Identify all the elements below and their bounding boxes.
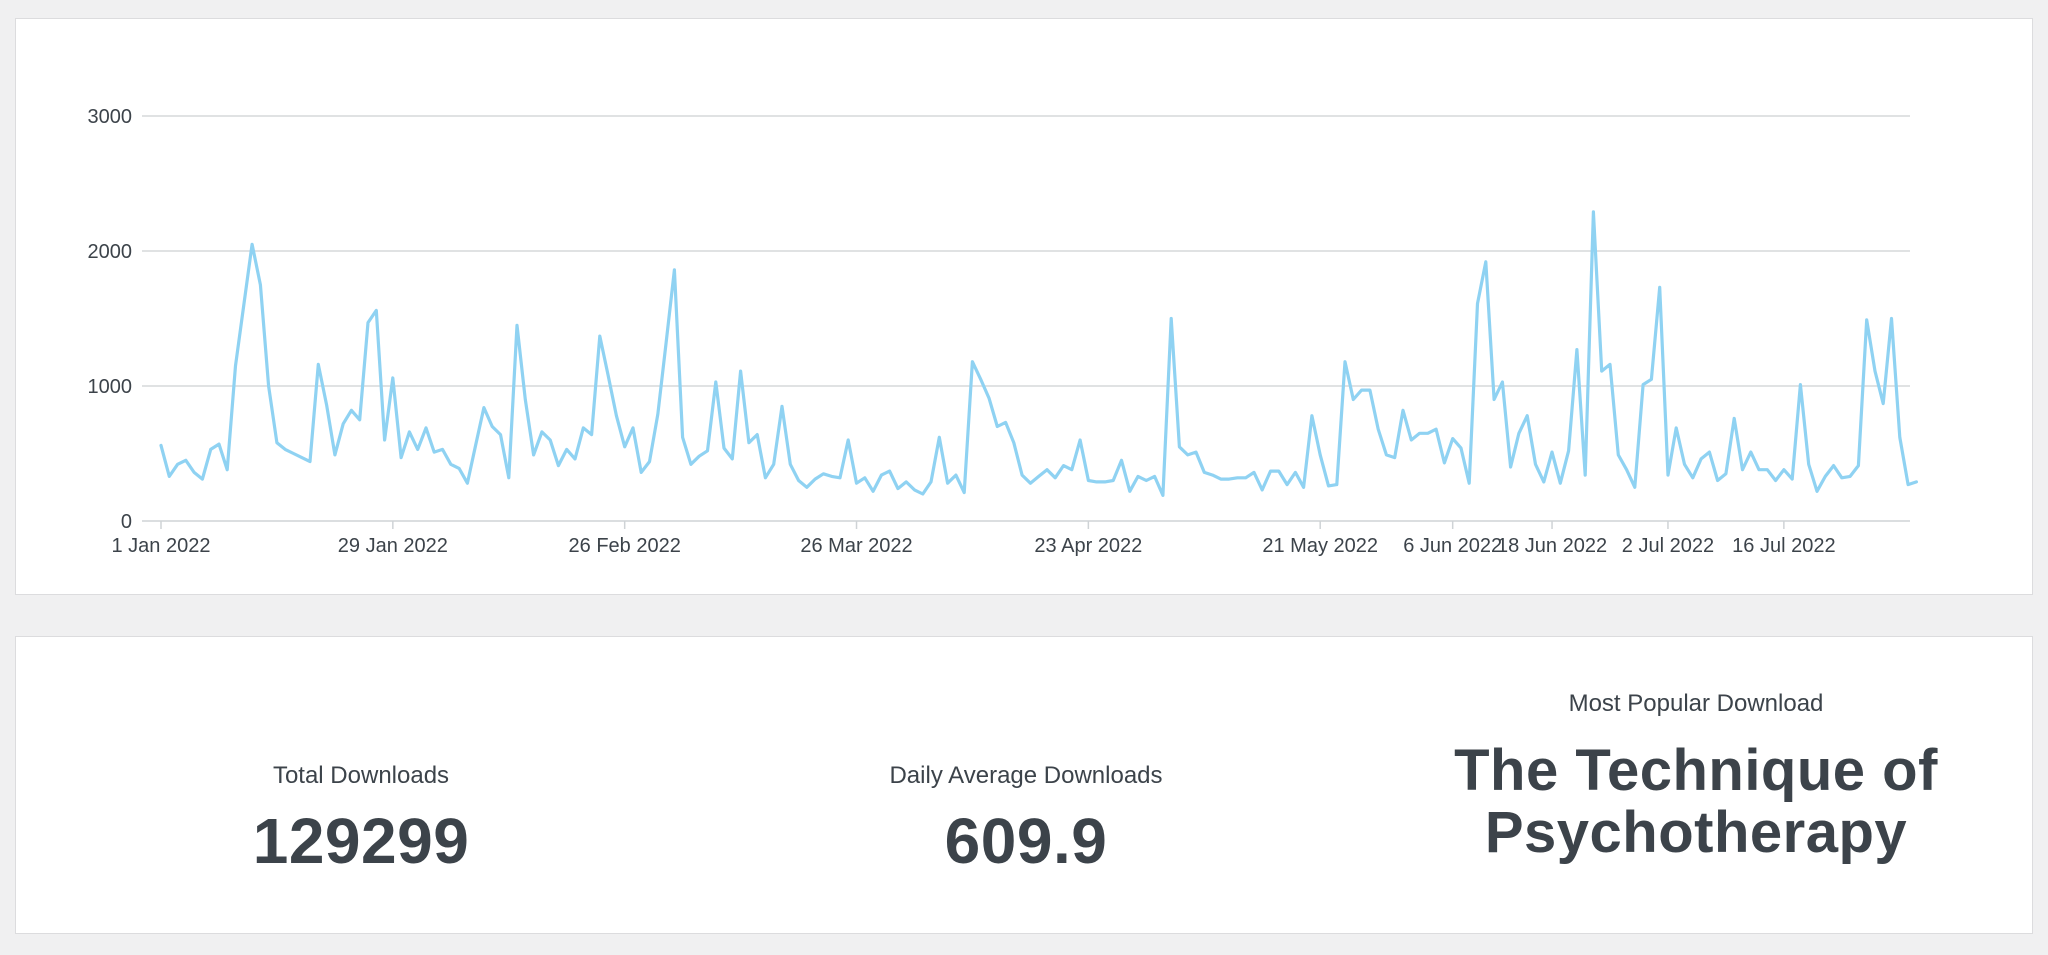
x-tick-label: 29 Jan 2022 (338, 535, 448, 557)
y-tick-label: 2000 (88, 241, 133, 263)
most-popular-stat: Most Popular Download The Technique of P… (1346, 690, 2046, 864)
daily-average-label: Daily Average Downloads (889, 762, 1163, 789)
chart-series (159, 210, 1919, 497)
most-popular-value: The Technique of Psychotherapy (1454, 738, 1938, 865)
x-tick-label: 26 Mar 2022 (800, 535, 912, 557)
total-downloads-value: 129299 (252, 805, 470, 877)
y-tick-label: 3000 (88, 106, 133, 128)
daily-average-value: 609.9 (944, 805, 1108, 877)
downloads-series-line (159, 210, 1919, 497)
total-downloads-stat: Total Downloads 129299 (16, 762, 706, 878)
chart-gridlines (142, 115, 1910, 522)
total-downloads-label: Total Downloads (272, 762, 450, 789)
daily-average-stat: Daily Average Downloads 609.9 (696, 762, 1356, 878)
x-tick-label: 2 Jul 2022 (1622, 535, 1714, 557)
x-tick-label: 1 Jan 2022 (112, 535, 211, 557)
downloads-line-chart: 0 1000 2000 3000 1 Jan 2022 29 Jan 2022 26 Feb… (88, 106, 1919, 557)
x-tick-label: 18 Jun 2022 (1497, 535, 1607, 557)
download-stats-panel: Total Downloads 129299 Daily Average Dow… (15, 636, 2033, 934)
chart-axes: 0 1000 2000 3000 1 Jan 2022 29 Jan 2022 26 Feb… (88, 106, 1836, 557)
y-tick-label: 0 (121, 511, 132, 533)
x-tick-label: 26 Feb 2022 (569, 535, 681, 557)
x-tick-label: 23 Apr 2022 (1034, 535, 1142, 557)
downloads-chart-panel: 0 1000 2000 3000 1 Jan 2022 29 Jan 2022 26 Feb… (15, 18, 2033, 595)
x-tick-label: 21 May 2022 (1262, 535, 1378, 557)
y-tick-label: 1000 (88, 376, 133, 398)
x-tick-label: 6 Jun 2022 (1403, 535, 1502, 557)
most-popular-label: Most Popular Download (1568, 690, 1824, 717)
x-tick-label: 16 Jul 2022 (1732, 535, 1835, 557)
